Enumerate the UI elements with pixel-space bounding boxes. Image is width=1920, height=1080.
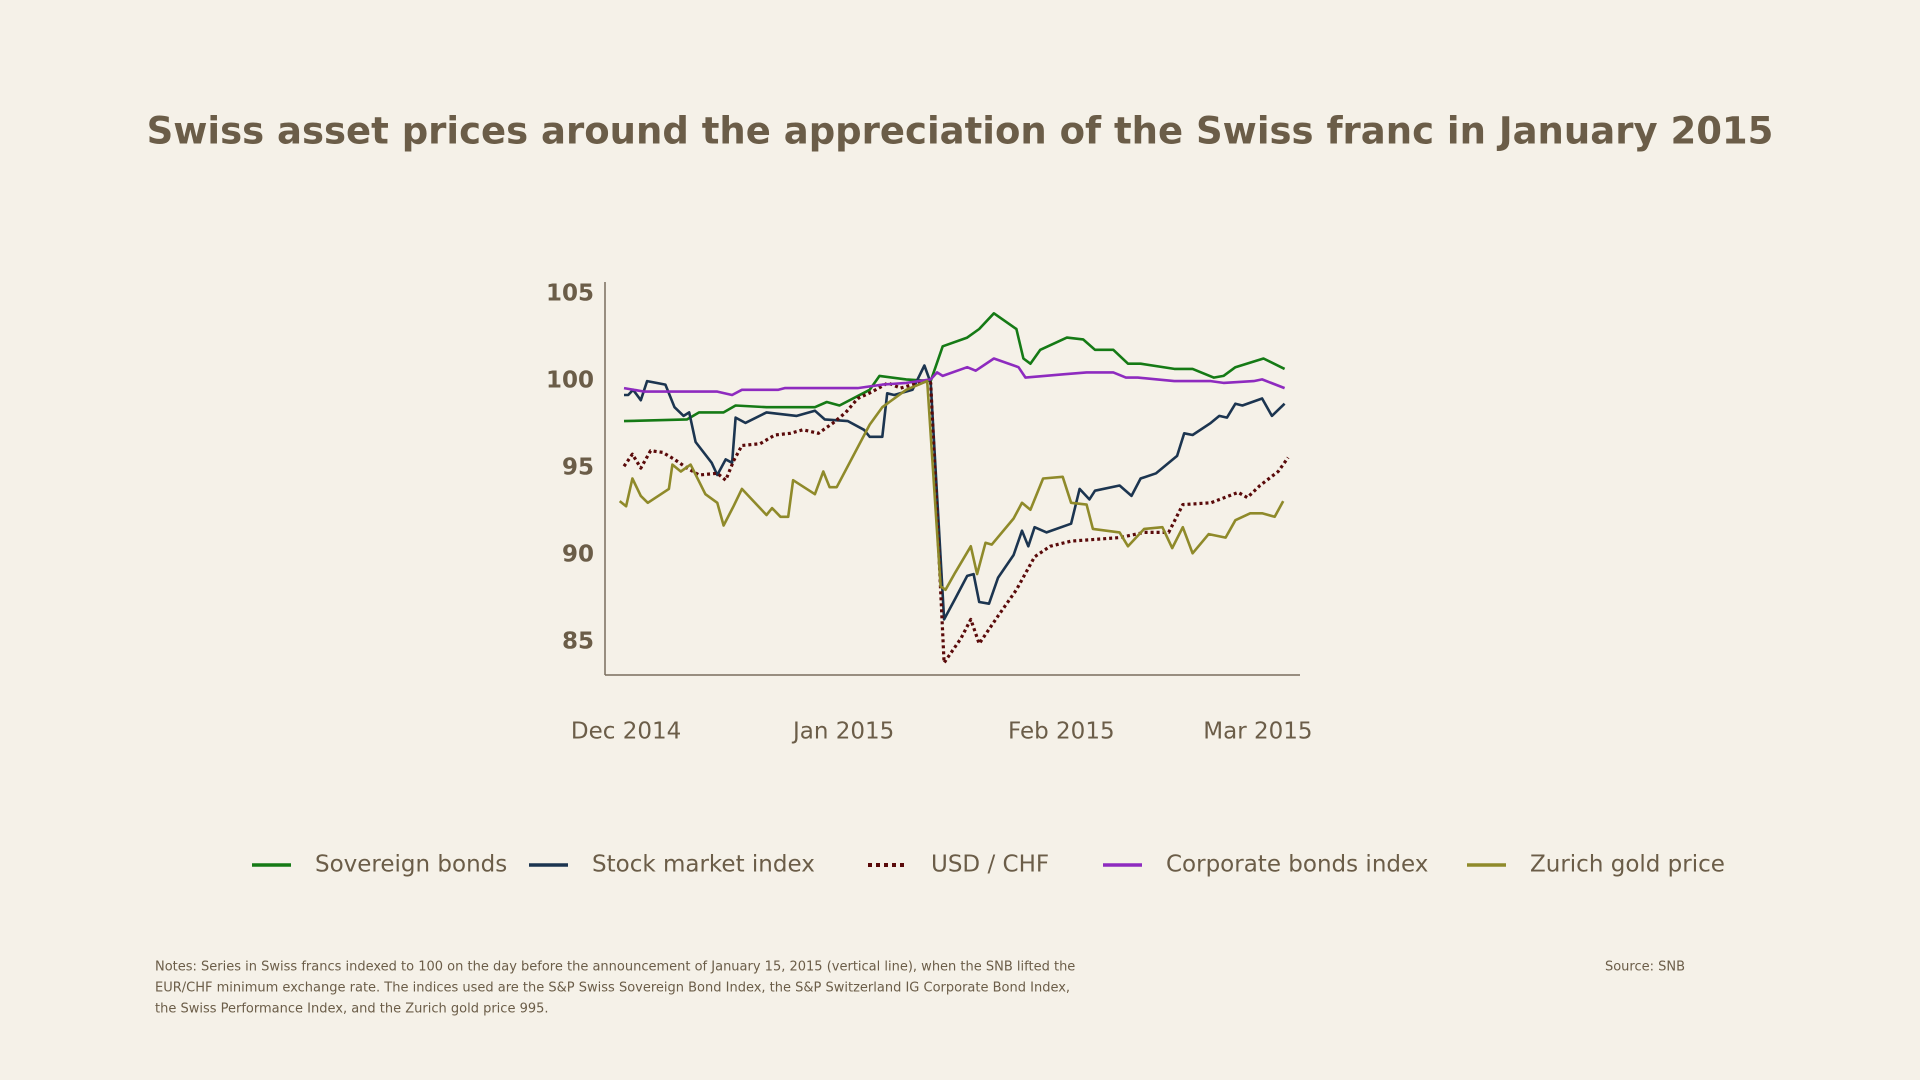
legend-label: USD / CHF: [931, 852, 1049, 878]
legend-label: Sovereign bonds: [315, 852, 507, 878]
x-tick-label: Dec 2014: [571, 719, 681, 745]
note-line: EUR/CHF minimum exchange rate. The indic…: [155, 981, 1070, 996]
series-line: [618, 379, 1285, 592]
series-line: [624, 364, 1286, 621]
y-tick-label: 105: [546, 281, 594, 307]
note-line: Notes: Series in Swiss francs indexed to…: [155, 960, 1075, 975]
series-line: [623, 357, 1286, 397]
x-tick-label: Mar 2015: [1203, 719, 1312, 745]
y-tick-label: 90: [562, 542, 594, 568]
y-tick-label: 95: [562, 455, 594, 481]
chart-title: Swiss asset prices around the appreciati…: [147, 110, 1774, 153]
y-tick-label: 85: [562, 628, 594, 654]
legend-label: Zurich gold price: [1530, 852, 1725, 878]
legend-label: Corporate bonds index: [1166, 852, 1428, 878]
legend-label: Stock market index: [592, 852, 815, 878]
note-line: the Swiss Performance Index, and the Zur…: [155, 1002, 549, 1017]
y-tick-label: 100: [546, 368, 594, 394]
x-tick-label: Feb 2015: [1008, 719, 1115, 745]
series-line: [623, 312, 1286, 423]
source: Source: SNB: [1605, 960, 1685, 975]
x-tick-label: Jan 2015: [791, 719, 894, 745]
